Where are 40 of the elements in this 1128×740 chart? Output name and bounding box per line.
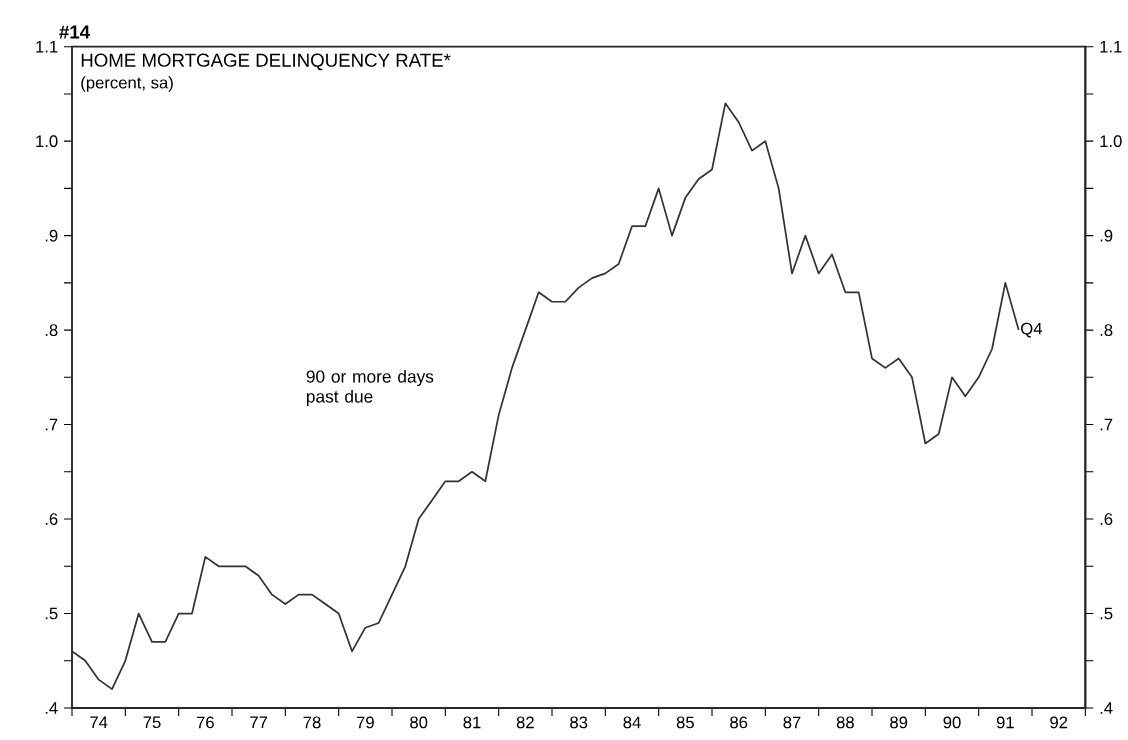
- y2-tick-label: .4: [1100, 702, 1113, 714]
- y-tick-label: .9: [45, 229, 58, 242]
- x-tick-label: 90: [943, 716, 961, 729]
- x-tick-label: 80: [410, 716, 428, 729]
- x-tick-label: 78: [303, 716, 321, 729]
- y2-tick-label: .6: [1100, 513, 1113, 525]
- y2-tick-label: .9: [1100, 229, 1113, 242]
- x-tick-label: 76: [196, 716, 214, 729]
- x-tick-label: 87: [783, 716, 801, 729]
- y2-tick-label: 1.1: [1100, 40, 1122, 53]
- x-tick-label: 81: [463, 716, 481, 729]
- y-tick-label: .4: [45, 702, 58, 714]
- text: 90 or more days past due: [306, 369, 434, 407]
- x-tick-label: 74: [90, 716, 108, 728]
- y2-tick-label: .8: [1100, 324, 1113, 336]
- text: #14: [59, 25, 90, 39]
- x-tick-label: 82: [516, 716, 534, 729]
- x-tick-label: 85: [676, 716, 694, 729]
- y-tick-label: 1.0: [36, 135, 58, 148]
- x-tick-label: 75: [143, 716, 161, 729]
- x-tick-label: 83: [570, 716, 588, 729]
- y2-tick-label: .7: [1100, 418, 1113, 431]
- x-tick-label: 92: [1050, 716, 1068, 729]
- chart-title: HOME MORTGAGE DELINQUENCY RATE*: [81, 53, 451, 71]
- y-tick-label: .8: [45, 324, 58, 336]
- y-tick-label: .7: [45, 418, 58, 431]
- x-tick-label: 79: [356, 716, 374, 729]
- x-tick-label: 88: [836, 716, 854, 729]
- x-tick-label: 77: [250, 716, 268, 728]
- x-tick-label: 91: [996, 716, 1014, 729]
- y-tick-label: .6: [45, 513, 58, 525]
- y2-tick-label: 1.0: [1100, 135, 1122, 148]
- text: (percent, sa): [81, 76, 173, 92]
- y-tick-label: 1.1: [36, 40, 58, 53]
- y-tick-label: .5: [45, 607, 58, 620]
- x-tick-label: 84: [623, 716, 641, 729]
- y2-tick-label: .5: [1100, 607, 1113, 620]
- x-tick-label: 89: [890, 716, 908, 729]
- annotation: Q4: [1021, 322, 1043, 338]
- x-tick-label: 86: [730, 716, 748, 729]
